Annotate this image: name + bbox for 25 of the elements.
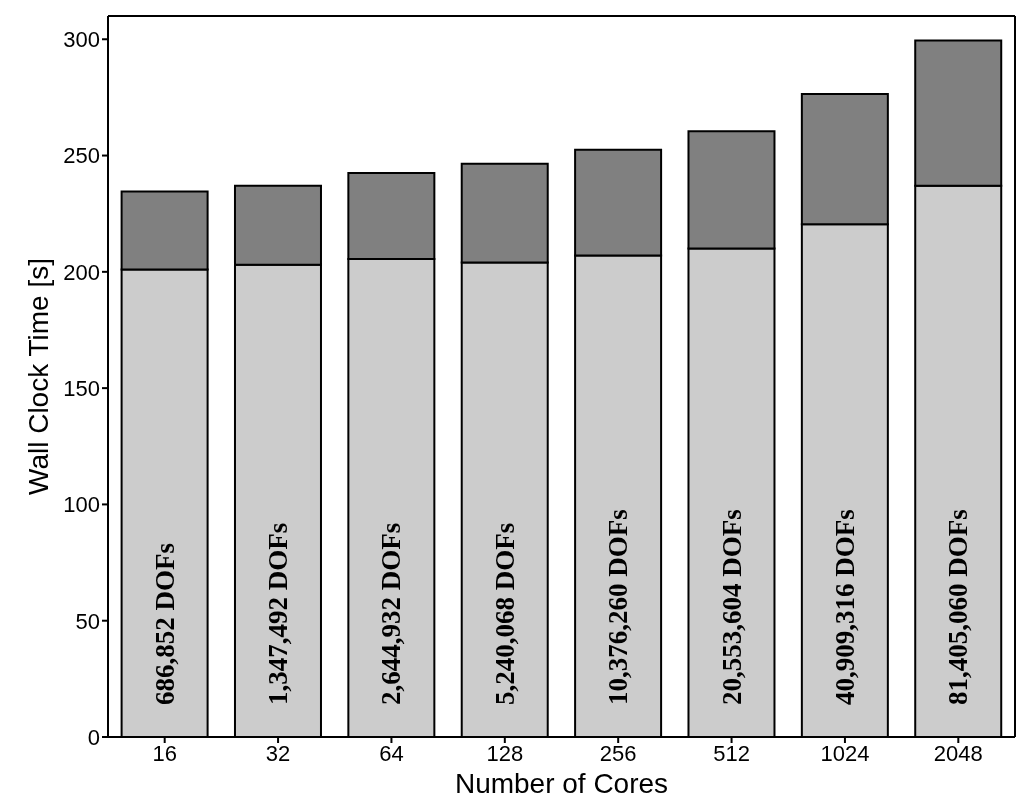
y-tick-label: 250 [63, 143, 100, 169]
x-tick-label: 32 [265, 740, 291, 766]
x-tick-label: 2048 [933, 740, 983, 766]
annotation: 81,405,060 DOFs [943, 509, 974, 705]
y-tick-label: 300 [63, 27, 100, 53]
annotation: 40,909,316 DOFs [829, 509, 860, 705]
x-tick-label: 1024 [820, 740, 870, 766]
annotation: 2,644,932 DOFs [376, 522, 407, 705]
x-axis-title: Number of Cores [454, 767, 669, 799]
x-tick-label: 512 [713, 740, 750, 766]
annotation: 20,553,604 DOFs [716, 509, 747, 705]
annotation: 1,347,492 DOFs [263, 522, 294, 705]
annotation: 5,240,068 DOFs [489, 522, 520, 705]
x-tick-label: 128 [486, 740, 524, 766]
x-tick-label: 256 [599, 740, 637, 766]
x-tick-label: 64 [379, 740, 404, 766]
annotation: 10,376,260 DOFs [603, 509, 634, 705]
y-axis-title: Wall Clock Time [s] [22, 258, 54, 495]
y-tick-label: 150 [63, 375, 100, 401]
y-tick-label: 50 [75, 608, 100, 634]
y-tick-label: 0 [87, 724, 100, 750]
y-tick-label: 100 [63, 492, 100, 518]
y-tick-label: 200 [63, 259, 100, 285]
annotation: 686,852 DOFs [149, 543, 180, 705]
x-tick-label: 16 [152, 740, 177, 766]
